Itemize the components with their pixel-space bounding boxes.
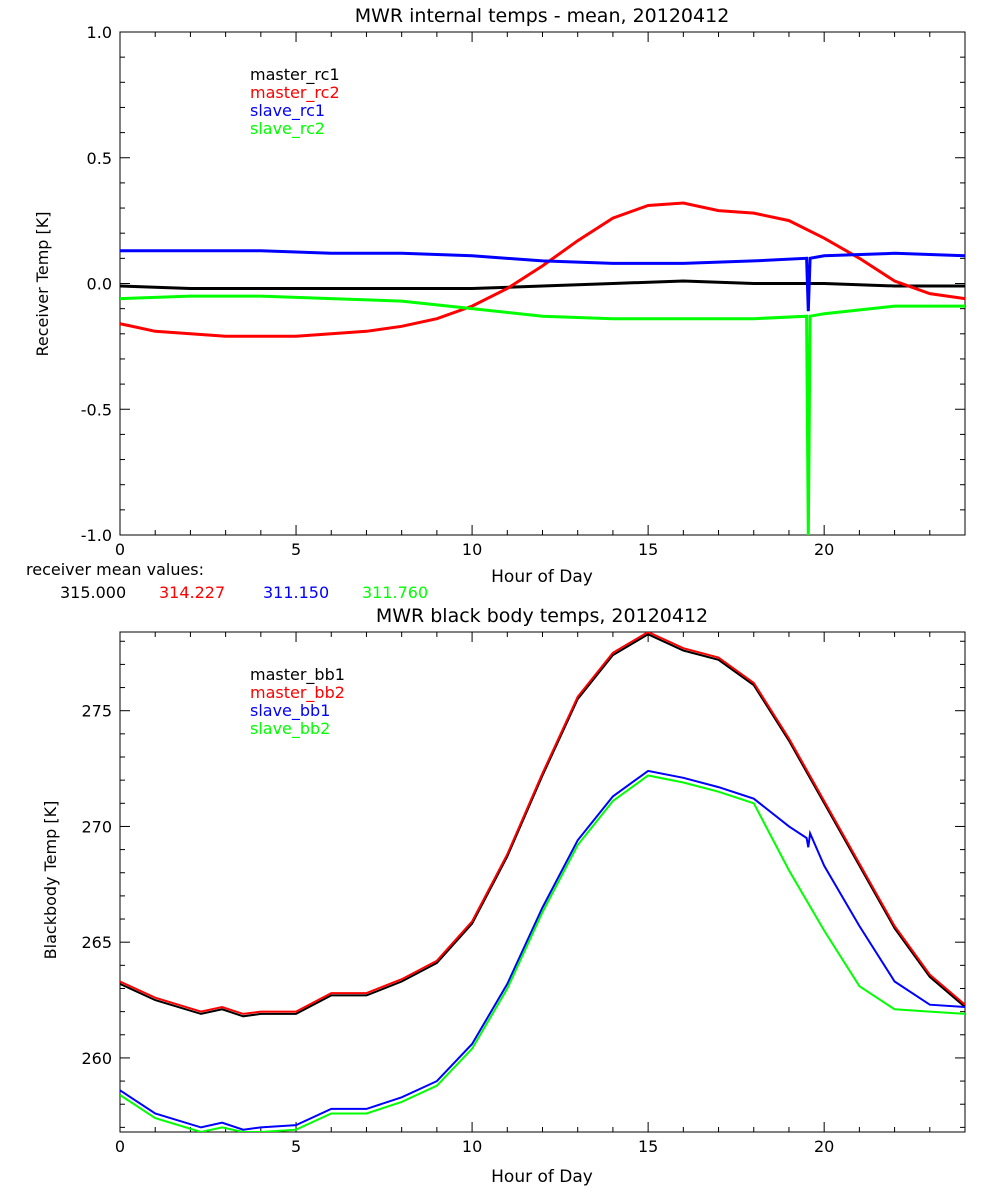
- legend-entry-master-rc1: master_rc1: [250, 65, 340, 85]
- legend-entry-master-bb2: master_bb2: [250, 683, 345, 703]
- receiver-temp-chart: MWR internal temps - mean, 20120412 Hour…: [33, 5, 966, 587]
- receiver-mean-value: 315.000: [60, 583, 126, 602]
- series-line-master-rc2: [120, 201, 965, 338]
- y-tick-label: -1.0: [81, 526, 112, 545]
- legend-entry-slave-bb2: slave_bb2: [250, 719, 330, 739]
- series-line-master-bb2: [120, 632, 965, 1015]
- x-tick-label: 0: [115, 540, 125, 559]
- series-line-slave-bb1: [120, 769, 965, 1131]
- chart-title: MWR internal temps - mean, 20120412: [355, 5, 730, 27]
- y-tick-label: 1.0: [87, 23, 112, 42]
- x-tick-label: 10: [462, 1137, 482, 1156]
- legend-entry-slave-bb1: slave_bb1: [250, 701, 330, 721]
- x-tick-label: 15: [638, 1137, 658, 1156]
- y-tick-label: 270: [81, 817, 112, 836]
- series-line-slave-rc1: [120, 249, 965, 312]
- x-tick-label: 20: [814, 1137, 834, 1156]
- y-tick-label: 0.5: [87, 149, 112, 168]
- chart-title: MWR black body temps, 20120412: [376, 605, 708, 627]
- receiver-mean-value: 311.150: [263, 583, 329, 602]
- series-line-slave-rc2: [120, 294, 965, 535]
- series-line-master-rc1: [120, 279, 965, 290]
- legend-entry-slave-rc1: slave_rc1: [250, 101, 325, 121]
- y-tick-label: 275: [81, 702, 112, 721]
- receiver-mean-value: 314.227: [159, 583, 225, 602]
- x-tick-label: 10: [462, 540, 482, 559]
- receiver-mean-value: 311.760: [362, 583, 428, 602]
- series-line-slave-bb2: [120, 774, 965, 1132]
- receiver-means-block: receiver mean values: 315.000 314.227 31…: [26, 560, 428, 602]
- legend-entry-master-bb1: master_bb1: [250, 665, 345, 685]
- legend-entry-slave-rc2: slave_rc2: [250, 119, 325, 139]
- x-tick-label: 0: [115, 1137, 125, 1156]
- blackbody-temp-chart: MWR black body temps, 20120412 Hour of D…: [41, 605, 966, 1187]
- y-tick-label: -0.5: [81, 400, 112, 419]
- x-axis-label: Hour of Day: [491, 1167, 593, 1187]
- x-axis-label: Hour of Day: [491, 567, 593, 587]
- x-tick-label: 5: [291, 1137, 301, 1156]
- x-tick-label: 15: [638, 540, 658, 559]
- y-axis-label: Blackbody Temp [K]: [41, 801, 60, 960]
- legend-entry-master-rc2: master_rc2: [250, 83, 340, 103]
- y-tick-label: 260: [81, 1049, 112, 1068]
- x-tick-label: 20: [814, 540, 834, 559]
- plot-frame: [119, 631, 966, 1133]
- x-tick-label: 5: [291, 540, 301, 559]
- y-tick-label: 265: [81, 933, 112, 952]
- receiver-means-label: receiver mean values:: [26, 560, 204, 579]
- y-axis-label: Receiver Temp [K]: [33, 211, 52, 356]
- y-tick-label: 0.0: [87, 275, 112, 294]
